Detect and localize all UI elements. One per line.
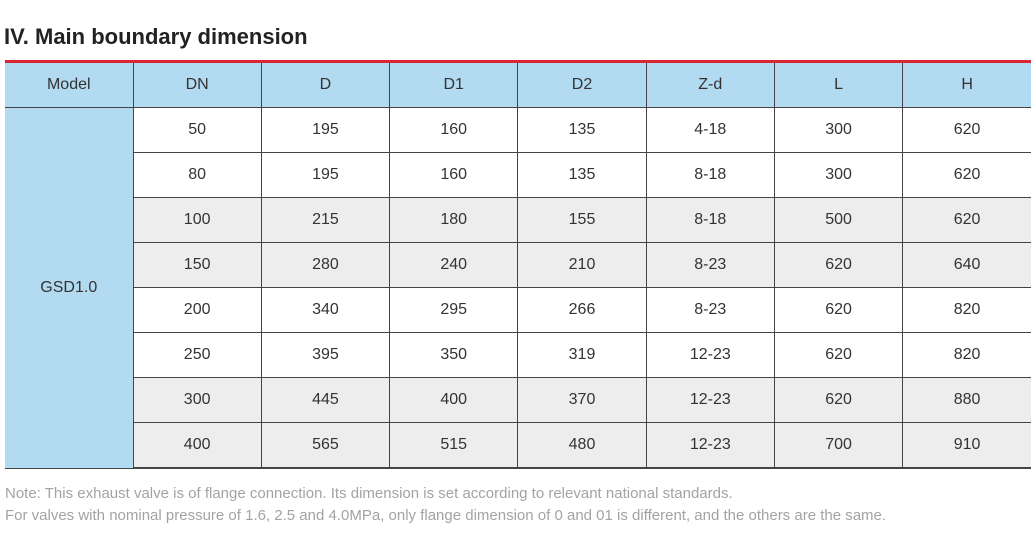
cell-d: 565 bbox=[260, 422, 390, 469]
cell-d2: 135 bbox=[517, 152, 647, 198]
cell-dn: 400 bbox=[132, 422, 262, 469]
cell-d1: 350 bbox=[389, 332, 518, 378]
cell-z-d: 8-18 bbox=[645, 197, 775, 243]
cell-l: 620 bbox=[773, 242, 903, 288]
cell-dn: 250 bbox=[132, 332, 262, 378]
table-row: 250 395 350 319 12-23 620 820 bbox=[5, 332, 1031, 378]
cell-d2: 266 bbox=[517, 287, 647, 333]
cell-h: 910 bbox=[902, 422, 1031, 469]
section-title: IV. Main boundary dimension bbox=[4, 24, 308, 49]
cell-d: 280 bbox=[260, 242, 390, 288]
table-row: GSD1.0 50 195 160 135 4-18 300 620 bbox=[5, 107, 1031, 469]
table-header-row: Model DN D D1 D2 Z-d L H bbox=[5, 63, 1031, 108]
cell-l: 500 bbox=[773, 197, 903, 243]
cell-l: 300 bbox=[773, 152, 903, 198]
cell-d2: 135 bbox=[517, 107, 647, 153]
cell-z-d: 12-23 bbox=[645, 332, 775, 378]
cell-h: 620 bbox=[902, 197, 1031, 243]
cell-z-d: 12-23 bbox=[645, 422, 775, 469]
cell-d: 445 bbox=[260, 377, 390, 423]
cell-dn: 200 bbox=[132, 287, 262, 333]
cell-h: 880 bbox=[902, 377, 1031, 423]
cell-h: 820 bbox=[902, 332, 1031, 378]
cell-d: 395 bbox=[260, 332, 390, 378]
cell-d2: 210 bbox=[517, 242, 647, 288]
header-l: L bbox=[773, 63, 903, 108]
cell-dn: 100 bbox=[132, 197, 262, 243]
cell-z-d: 8-23 bbox=[645, 287, 775, 333]
table-row: 200 340 295 266 8-23 620 820 bbox=[5, 287, 1031, 333]
cell-z-d: 8-23 bbox=[645, 242, 775, 288]
cell-d2: 370 bbox=[517, 377, 647, 423]
cell-l: 620 bbox=[773, 377, 903, 423]
table-row: 150 280 240 210 8-23 620 640 bbox=[5, 242, 1031, 288]
cell-d: 340 bbox=[260, 287, 390, 333]
table-body: GSD1.0 50 195 160 135 4-18 300 620 80 195 160 135 8-… bbox=[5, 107, 1031, 469]
model-cell: GSD1.0 bbox=[5, 107, 134, 469]
cell-l: 620 bbox=[773, 287, 903, 333]
cell-z-d: 8-18 bbox=[645, 152, 775, 198]
cell-d1: 160 bbox=[389, 152, 518, 198]
header-model: Model bbox=[5, 63, 134, 108]
cell-d1: 515 bbox=[389, 422, 518, 469]
cell-d: 195 bbox=[260, 107, 390, 153]
cell-h: 620 bbox=[902, 152, 1031, 198]
cell-dn: 150 bbox=[132, 242, 262, 288]
cell-dn: 50 bbox=[132, 107, 262, 153]
cell-d1: 400 bbox=[389, 377, 518, 423]
table-row: 300 445 400 370 12-23 620 880 bbox=[5, 377, 1031, 423]
note-line-2: For valves with nominal pressure of 1.6,… bbox=[5, 507, 887, 524]
cell-d1: 160 bbox=[389, 107, 518, 153]
cell-d: 215 bbox=[260, 197, 390, 243]
cell-h: 820 bbox=[902, 287, 1031, 333]
cell-l: 620 bbox=[773, 332, 903, 378]
dimension-table-wrapper: Model DN D D1 D2 Z-d L H GSD1.0 50 195 160 1… bbox=[5, 60, 1031, 469]
cell-l: 700 bbox=[773, 422, 903, 469]
table-row: 80 195 160 135 8-18 300 620 bbox=[5, 152, 1031, 198]
cell-d1: 240 bbox=[389, 242, 518, 288]
cell-dn: 80 bbox=[132, 152, 262, 198]
cell-h: 640 bbox=[902, 242, 1031, 288]
table-row: 100 215 180 155 8-18 500 620 bbox=[5, 197, 1031, 243]
cell-d1: 180 bbox=[389, 197, 518, 243]
header-dn: DN bbox=[132, 63, 262, 108]
cell-h: 620 bbox=[902, 107, 1031, 153]
cell-l: 300 bbox=[773, 107, 903, 153]
cell-d2: 155 bbox=[517, 197, 647, 243]
header-d1: D1 bbox=[389, 63, 518, 108]
cell-z-d: 12-23 bbox=[645, 377, 775, 423]
cell-d1: 295 bbox=[389, 287, 518, 333]
cell-z-d: 4-18 bbox=[645, 107, 775, 153]
cell-d: 195 bbox=[260, 152, 390, 198]
header-h: H bbox=[902, 63, 1031, 108]
notes: Note: This exhaust valve is of flange co… bbox=[5, 483, 1031, 527]
dimension-table: Model DN D D1 D2 Z-d L H GSD1.0 50 195 160 1… bbox=[5, 63, 1031, 469]
header-d: D bbox=[260, 63, 390, 108]
header-d2: D2 bbox=[517, 63, 647, 108]
note-line-1: Note: This exhaust valve is of flange co… bbox=[5, 485, 733, 502]
cell-dn: 300 bbox=[132, 377, 262, 423]
cell-d2: 480 bbox=[517, 422, 647, 469]
table-row: 400 565 515 480 12-23 700 910 bbox=[5, 422, 1031, 469]
header-z-d: Z-d bbox=[645, 63, 775, 108]
cell-d2: 319 bbox=[517, 332, 647, 378]
